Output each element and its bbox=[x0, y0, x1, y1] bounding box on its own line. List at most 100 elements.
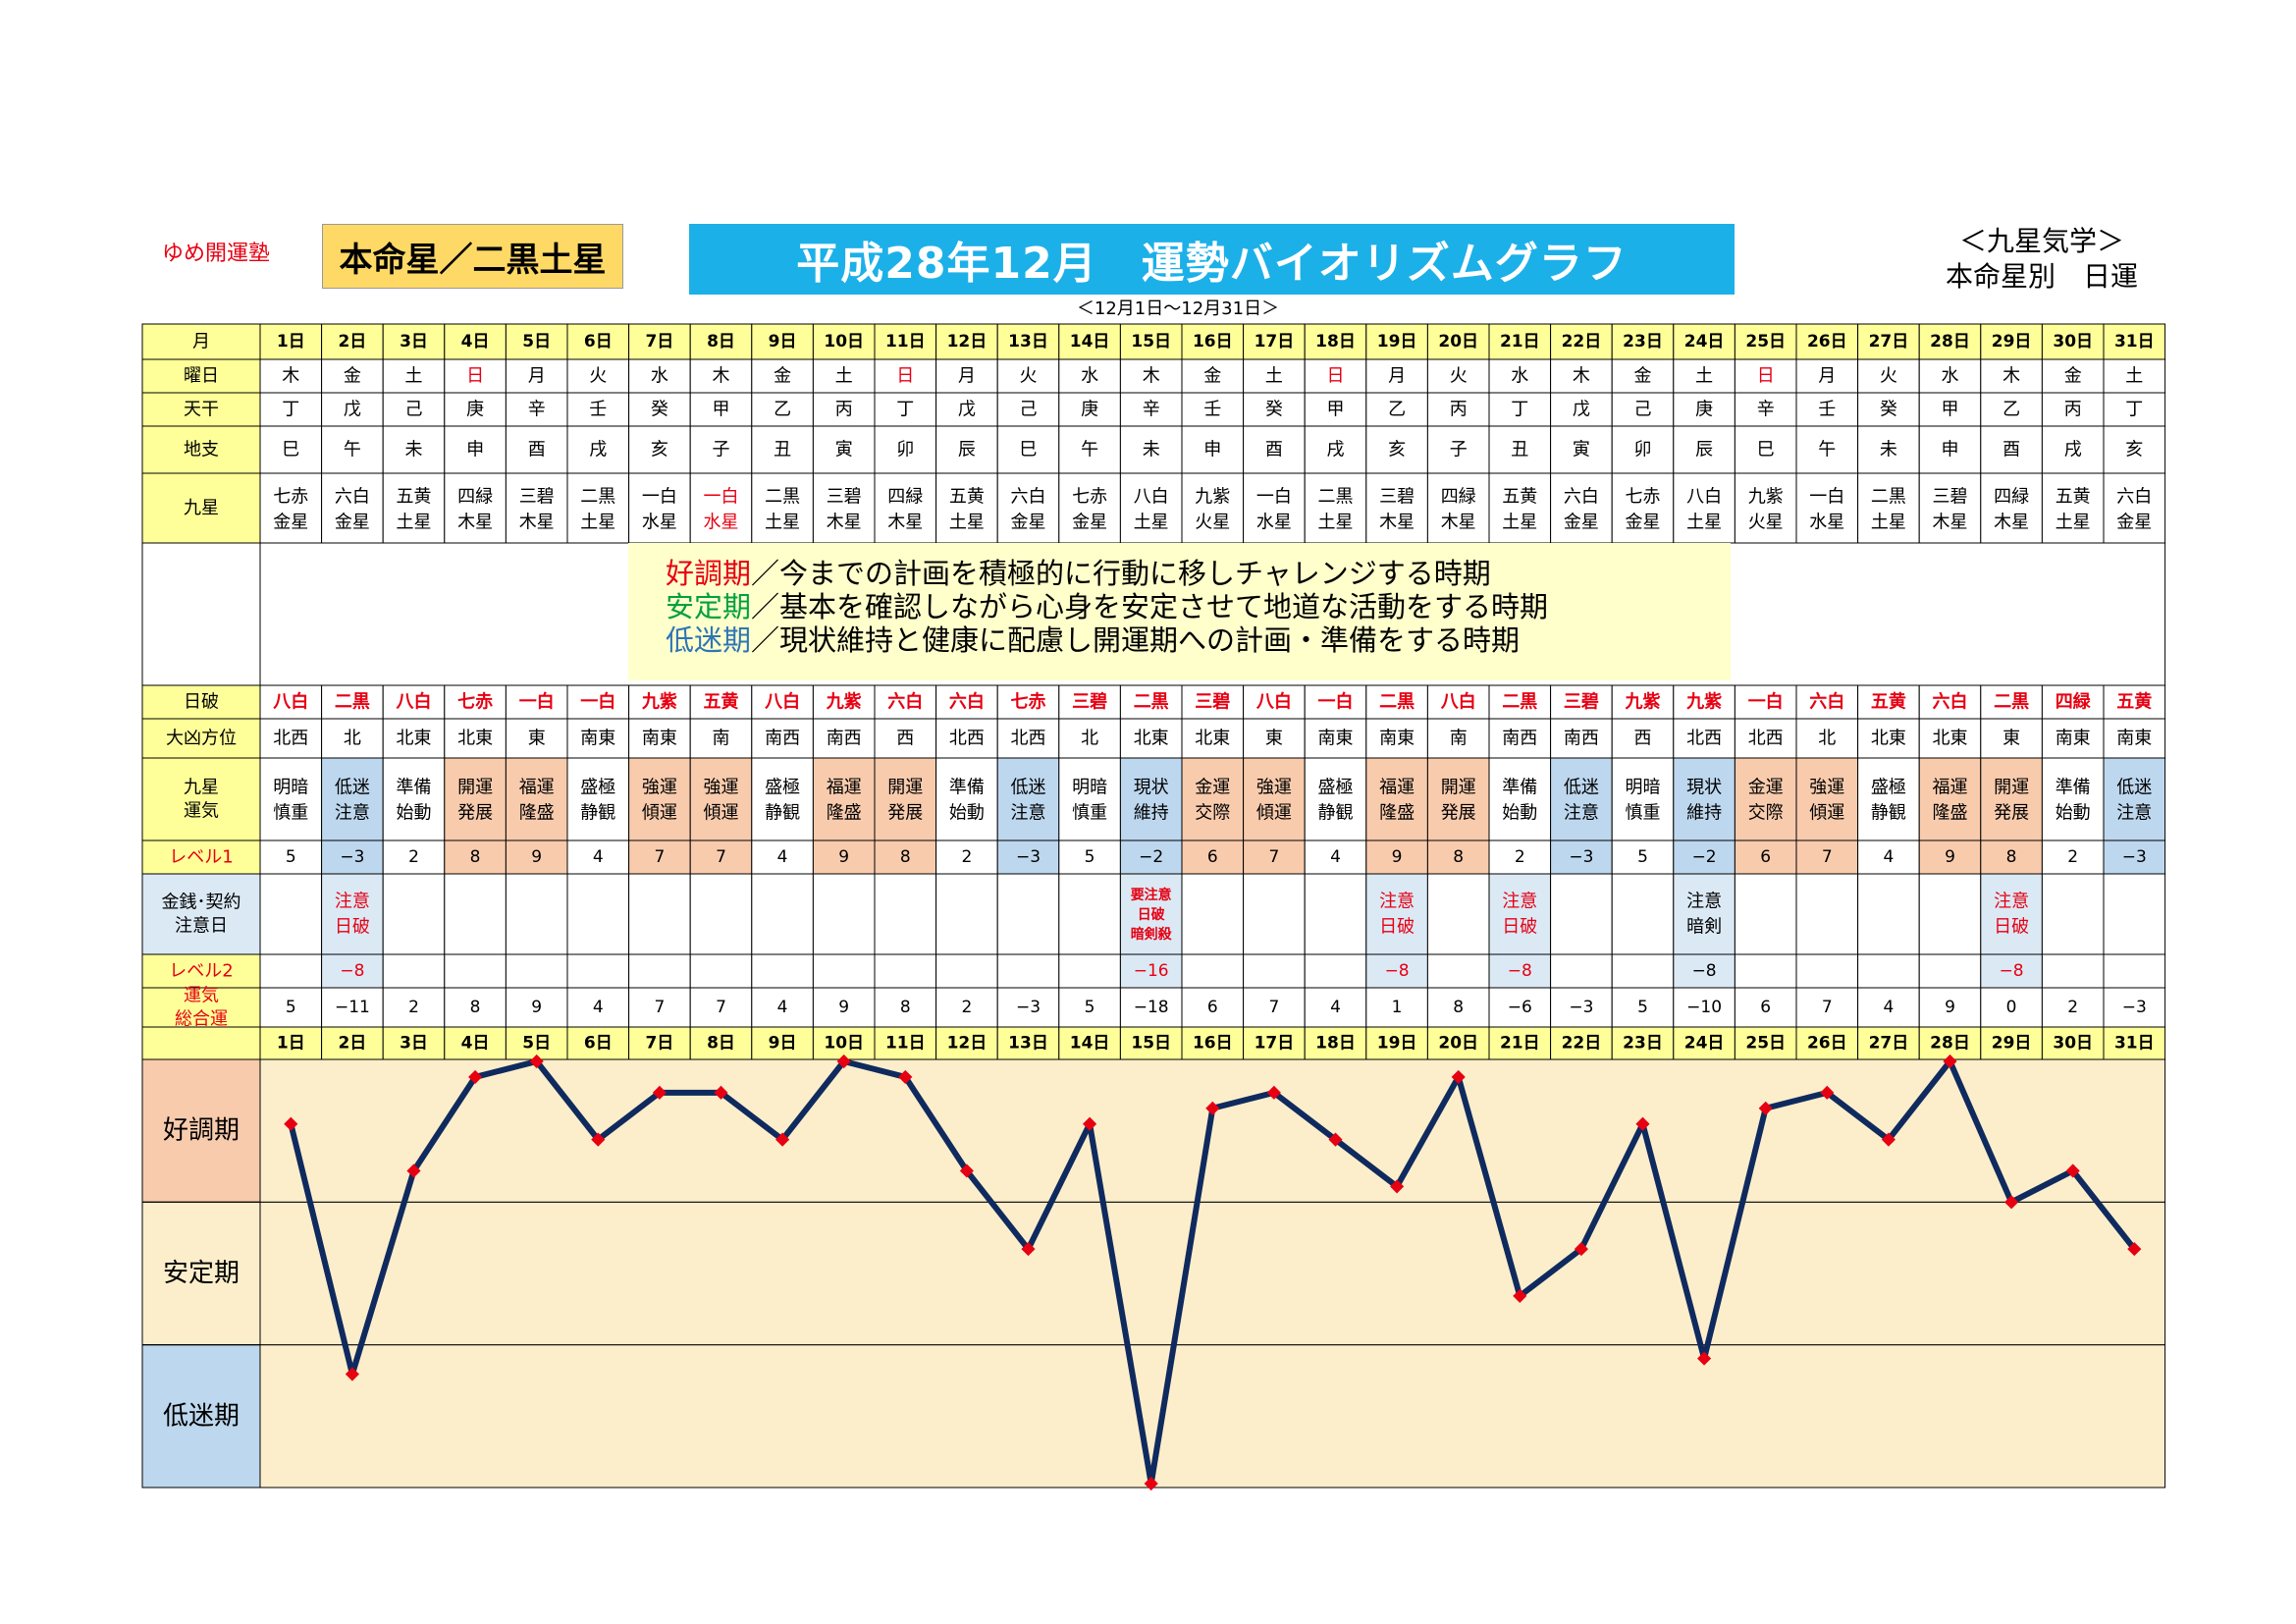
kinsen-cell bbox=[1488, 873, 1552, 955]
nichiha: 八白 bbox=[397, 691, 432, 713]
row-label-month: 月 bbox=[192, 332, 210, 352]
kyusei-line2: 金星 bbox=[1011, 513, 1046, 533]
row-label-cell-month bbox=[141, 323, 261, 360]
daikyo: 南 bbox=[713, 729, 730, 749]
data-point bbox=[1574, 1242, 1588, 1257]
level1-value: −3 bbox=[340, 847, 364, 867]
kyusei-cell bbox=[1304, 472, 1367, 544]
kyusei-line2: 木星 bbox=[1933, 513, 1968, 533]
school-name: ゆめ開運塾 bbox=[162, 242, 271, 266]
total-value: 7 bbox=[1268, 998, 1279, 1017]
kinsen-cell bbox=[689, 873, 753, 955]
level2-value: −8 bbox=[1385, 961, 1410, 981]
kan: 甲 bbox=[1327, 400, 1345, 420]
kan-cell bbox=[444, 392, 507, 427]
day-footer: 10日 bbox=[824, 1034, 864, 1054]
row-label-kinsen: 注意日 bbox=[175, 916, 228, 937]
day-footer-cell bbox=[1611, 1026, 1675, 1060]
chart-plot-area bbox=[259, 1058, 2166, 1489]
nichiha: 七赤 bbox=[1011, 692, 1046, 713]
kinsen-text: 要注意 bbox=[1131, 887, 1172, 903]
kyusei-cell bbox=[996, 472, 1060, 544]
unki-line1: 盛極 bbox=[765, 778, 800, 798]
kyusei-line1: 五黄 bbox=[949, 487, 985, 508]
data-point bbox=[1083, 1116, 1097, 1131]
kyusei-line2: 木星 bbox=[1379, 513, 1415, 533]
nichiha: 一白 bbox=[1318, 691, 1354, 713]
nichiha: 一白 bbox=[1748, 691, 1784, 713]
row-label-cell-kinsen bbox=[141, 873, 261, 955]
legend-line-kocho: 好調期／今までの計画を積極的に行動に移しチャレンジする時期 bbox=[666, 557, 1731, 590]
unki-line1: 福運 bbox=[1933, 778, 1968, 798]
level2-cell bbox=[566, 953, 630, 989]
nichiha: 一白 bbox=[580, 691, 615, 713]
nichiha-cell bbox=[1673, 684, 1735, 720]
shi: 亥 bbox=[651, 440, 668, 460]
day-header: 30日 bbox=[2053, 332, 2093, 352]
daikyo: 南東 bbox=[1379, 729, 1415, 749]
day-footer: 29日 bbox=[1992, 1034, 2032, 1054]
kyusei-line1: 四緑 bbox=[887, 487, 923, 508]
daikyo: 北東 bbox=[457, 729, 493, 749]
kyusei-cell bbox=[505, 472, 568, 544]
nichiha: 二黒 bbox=[1994, 692, 2029, 713]
kyusei-line1: 一白 bbox=[1256, 487, 1292, 508]
day-footer-cell bbox=[2041, 1026, 2105, 1060]
kinsen-cell bbox=[1365, 873, 1428, 955]
kyusei-line2: 金星 bbox=[273, 513, 308, 533]
unki-cell bbox=[505, 757, 568, 841]
unki-line1: 盛極 bbox=[1871, 778, 1906, 798]
weekday: 土 bbox=[1695, 366, 1713, 387]
level2-value: −8 bbox=[340, 961, 364, 981]
kan: 癸 bbox=[651, 400, 668, 420]
day-header: 15日 bbox=[1131, 332, 1171, 352]
unki-cell bbox=[382, 757, 446, 841]
row-label-level1: レベル1 bbox=[169, 847, 233, 868]
level1-cell bbox=[1304, 839, 1367, 875]
daikyo: 北西 bbox=[1011, 729, 1046, 749]
legend-key-antei: 安定期 bbox=[666, 590, 752, 623]
day-header: 22日 bbox=[1562, 332, 1602, 352]
data-point bbox=[1328, 1132, 1343, 1147]
kan: 庚 bbox=[1695, 400, 1713, 420]
nichiha-cell bbox=[1304, 684, 1367, 720]
shi-cell bbox=[1243, 425, 1306, 474]
shi: 辰 bbox=[1695, 440, 1713, 460]
unki-cell bbox=[1550, 757, 1613, 841]
legend-box: 好調期／今までの計画を積極的に行動に移しチャレンジする時期 安定期／基本を確認し… bbox=[628, 543, 1731, 680]
unki-line1: 準備 bbox=[1502, 778, 1537, 798]
kan-cell bbox=[1611, 392, 1675, 427]
level1-value: 6 bbox=[1760, 847, 1771, 867]
nichiha: 三碧 bbox=[1564, 691, 1599, 713]
total-cell bbox=[628, 987, 691, 1028]
total-value: 5 bbox=[1085, 998, 1095, 1017]
legend-text-teimei: ／現状維持と健康に配慮し開運期への計画・準備をする時期 bbox=[751, 623, 1521, 657]
day-header: 4日 bbox=[461, 332, 490, 352]
data-point bbox=[345, 1367, 359, 1381]
kyusei-cell bbox=[1426, 472, 1490, 544]
unki-cell bbox=[628, 757, 691, 841]
weekday-cell bbox=[259, 358, 323, 394]
total-value: 9 bbox=[838, 998, 849, 1017]
row-label-cell-kan bbox=[141, 392, 261, 427]
kan-cell bbox=[628, 392, 691, 427]
kan: 丙 bbox=[1450, 400, 1468, 420]
kan-cell bbox=[1119, 392, 1183, 427]
kinsen-cell bbox=[1304, 873, 1367, 955]
unki-line1: 福運 bbox=[827, 778, 862, 798]
date-range: ＜12月1日～12月31日＞ bbox=[1076, 298, 1280, 319]
unki-line2: 発展 bbox=[457, 803, 493, 824]
level2-cell bbox=[1550, 953, 1613, 989]
data-point bbox=[1144, 1476, 1158, 1491]
unki-line2: 傾運 bbox=[1256, 803, 1292, 824]
total-cell bbox=[1119, 987, 1183, 1028]
kyusei-line1: 二黒 bbox=[765, 487, 800, 508]
unki-line1: 開運 bbox=[887, 778, 923, 798]
daikyo-cell bbox=[2103, 718, 2166, 759]
nichiha-cell bbox=[1426, 684, 1490, 720]
kan: 己 bbox=[1634, 400, 1652, 420]
shi-cell bbox=[1426, 425, 1490, 474]
shi: 巳 bbox=[1020, 440, 1038, 460]
nichiha-cell bbox=[1365, 684, 1428, 720]
kinsen-text: 日破 bbox=[335, 917, 370, 938]
